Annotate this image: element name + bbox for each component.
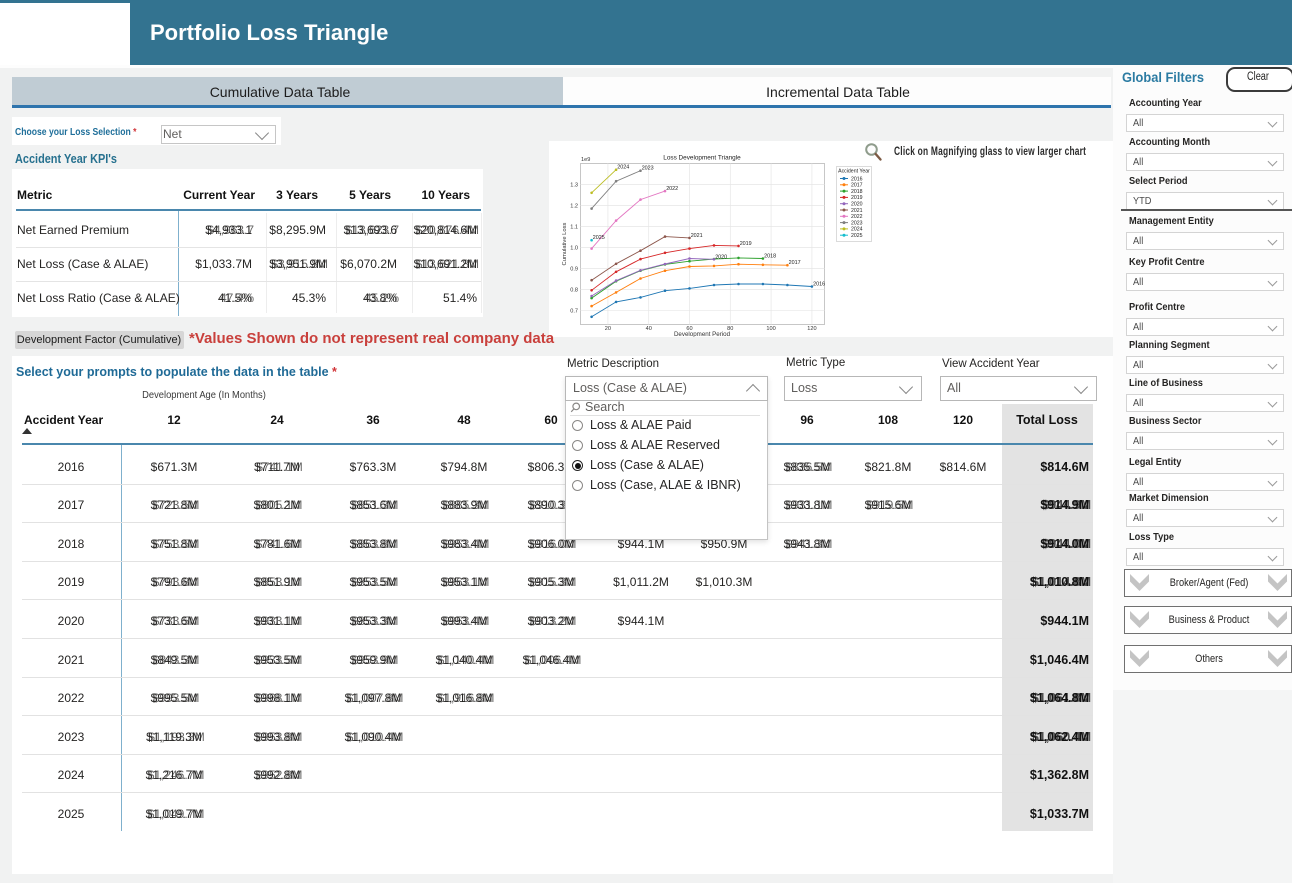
svg-text:2023: 2023 xyxy=(851,220,863,226)
svg-text:Cumulative Loss: Cumulative Loss xyxy=(562,222,568,265)
svg-text:100: 100 xyxy=(766,326,775,332)
svg-text:0.8: 0.8 xyxy=(570,288,578,294)
svg-text:2018: 2018 xyxy=(851,189,863,195)
svg-text:2016: 2016 xyxy=(851,176,863,182)
svg-text:2022: 2022 xyxy=(666,186,678,192)
svg-text:2022: 2022 xyxy=(851,214,863,220)
svg-text:1.3: 1.3 xyxy=(570,182,578,188)
svg-text:2020: 2020 xyxy=(715,254,727,260)
svg-text:20: 20 xyxy=(605,326,611,332)
svg-text:2024: 2024 xyxy=(851,227,863,233)
svg-text:2017: 2017 xyxy=(789,260,801,266)
svg-text:2024: 2024 xyxy=(617,165,629,171)
svg-text:1.2: 1.2 xyxy=(570,203,578,209)
svg-text:2019: 2019 xyxy=(851,195,863,201)
svg-text:2018: 2018 xyxy=(764,254,776,260)
svg-text:80: 80 xyxy=(727,326,733,332)
svg-text:120: 120 xyxy=(807,326,816,332)
svg-text:Development Period: Development Period xyxy=(674,331,731,337)
svg-text:0.9: 0.9 xyxy=(570,267,578,273)
svg-text:Loss Development Triangle: Loss Development Triangle xyxy=(663,155,741,162)
svg-text:0.7: 0.7 xyxy=(570,309,578,315)
svg-text:2019: 2019 xyxy=(740,241,752,247)
svg-text:2016: 2016 xyxy=(813,282,825,288)
svg-text:60: 60 xyxy=(686,326,692,332)
svg-text:1.1: 1.1 xyxy=(570,225,578,231)
svg-text:2017: 2017 xyxy=(851,183,863,189)
svg-text:1.0: 1.0 xyxy=(570,246,578,252)
svg-text:2021: 2021 xyxy=(691,233,703,239)
svg-text:2020: 2020 xyxy=(851,202,863,208)
svg-text:2023: 2023 xyxy=(642,166,654,172)
svg-text:40: 40 xyxy=(646,326,652,332)
svg-text:1e9: 1e9 xyxy=(581,157,590,163)
svg-text:2025: 2025 xyxy=(851,233,863,239)
svg-text:Accident Year: Accident Year xyxy=(838,169,870,175)
svg-text:2025: 2025 xyxy=(593,235,605,241)
svg-text:2021: 2021 xyxy=(851,208,863,214)
